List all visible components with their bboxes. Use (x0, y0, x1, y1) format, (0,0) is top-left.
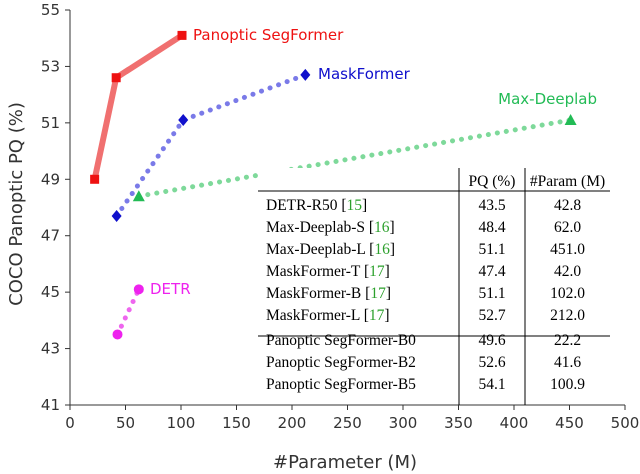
y-tick-label: 41 (41, 396, 60, 414)
series-label-maskformer: MaskFormer (318, 65, 411, 83)
series-max-deeplab (132, 114, 577, 202)
x-tick-label: 50 (116, 414, 135, 432)
x-tick-label: 400 (500, 414, 529, 432)
table-cell-method: Panoptic SegFormer-B5 (266, 376, 416, 393)
results-table: PQ (%) #Param (M) DETR-R50 [15] 43.5 42.8 Max… (258, 168, 610, 405)
x-axis-ticks: 0 50 100 150 200 250 300 350 400 450 500 (65, 405, 639, 432)
data-point (111, 73, 121, 83)
table-cell-param: 62.0 (554, 219, 581, 236)
y-axis-ticks: 41 43 45 47 49 51 53 55 (41, 1, 70, 414)
y-tick-label: 51 (41, 114, 60, 132)
table-cell-param: 41.6 (554, 354, 581, 371)
series-line-max-deeplab (136, 117, 574, 199)
table-cell-pq: 52.6 (478, 354, 505, 371)
table-cell-param: 42.0 (554, 263, 581, 280)
table-cell-pq: 48.4 (478, 219, 505, 236)
y-tick-label: 45 (41, 283, 60, 301)
x-tick-label: 350 (444, 414, 473, 432)
y-tick-label: 53 (41, 57, 60, 75)
table-cell-method: Max-Deeplab-S [16] (266, 219, 395, 236)
data-point (300, 68, 311, 81)
table-cell-method: DETR-R50 [15] (266, 197, 367, 214)
x-tick-label: 0 (65, 414, 75, 432)
table-cell-method: MaskFormer-B [17] (266, 285, 391, 302)
data-point (177, 30, 187, 40)
x-tick-label: 150 (222, 414, 251, 432)
data-point (111, 209, 122, 222)
x-tick-label: 300 (389, 414, 418, 432)
table-cell-param: 212.0 (550, 307, 585, 324)
data-point (90, 174, 100, 184)
series-labels: Panoptic SegFormer MaskFormer Max-Deeplab D… (150, 26, 597, 298)
data-point (178, 114, 189, 127)
table-background (258, 168, 610, 404)
table-cell-param: 22.2 (554, 332, 581, 349)
x-tick-label: 500 (611, 414, 640, 432)
data-point (133, 284, 144, 295)
x-tick-label: 200 (278, 414, 307, 432)
data-point (132, 190, 145, 202)
table-header: PQ (%) (469, 173, 516, 190)
x-tick-label: 100 (167, 414, 196, 432)
series-line-detr (115, 286, 142, 337)
series-maskformer (111, 68, 311, 222)
y-tick-label: 55 (41, 1, 60, 19)
table-cell-pq: 54.1 (478, 376, 505, 393)
data-point (112, 329, 123, 340)
series-label-max-deeplab: Max-Deeplab (498, 90, 597, 108)
table-cell-param: 102.0 (550, 285, 585, 302)
table-cell-param: 451.0 (550, 241, 585, 258)
table-cell-pq: 47.4 (478, 263, 505, 280)
table-cell-method: Panoptic SegFormer-B2 (266, 354, 416, 371)
series-line-panoptic-segformer (91, 32, 185, 183)
x-tick-label: 450 (555, 414, 584, 432)
table-cell-param: 42.8 (554, 197, 581, 214)
table-cell-method: Panoptic SegFormer-B0 (266, 332, 416, 349)
y-axis-label: COCO Panoptic PQ (%) (6, 102, 27, 306)
y-tick-label: 47 (41, 227, 60, 245)
table-header: #Param (M) (530, 173, 605, 190)
data-point (564, 114, 577, 126)
table-cell-pq: 49.6 (478, 332, 505, 349)
y-tick-label: 43 (41, 340, 60, 358)
table-cell-pq: 52.7 (478, 307, 505, 324)
series-label-panoptic-segformer: Panoptic SegFormer (193, 26, 344, 44)
table-cell-method: Max-Deeplab-L [16] (266, 241, 395, 258)
series-label-detr: DETR (150, 280, 191, 298)
y-tick-label: 49 (41, 170, 60, 188)
table-cell-method: MaskFormer-L [17] (266, 307, 390, 324)
table-cell-method: MaskFormer-T [17] (266, 263, 390, 280)
x-tick-label: 250 (333, 414, 362, 432)
series-layer (90, 30, 577, 340)
table-cell-pq: 51.1 (478, 285, 505, 302)
series-detr (112, 284, 144, 340)
series-panoptic-segformer (90, 30, 187, 184)
table-cell-pq: 51.1 (478, 241, 505, 258)
table-cell-param: 100.9 (550, 376, 585, 393)
table-cell-pq: 43.5 (478, 197, 505, 214)
x-axis-label: #Parameter (M) (273, 452, 417, 473)
